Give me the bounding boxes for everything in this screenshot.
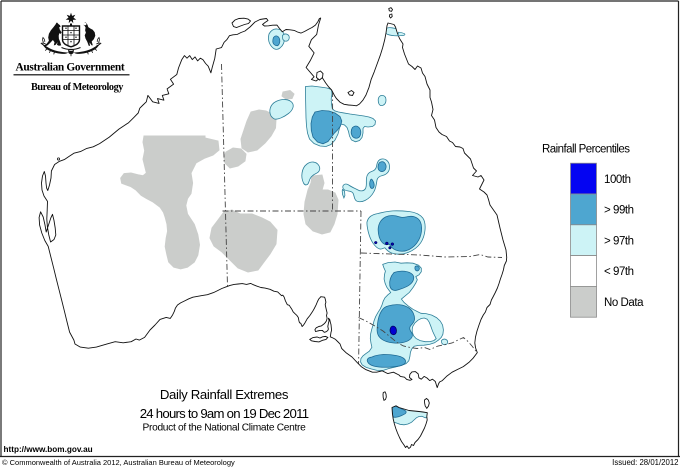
svg-text:Daily Rainfall Extremes: Daily Rainfall Extremes	[160, 387, 289, 402]
svg-text:© Commonwealth of Australia 20: © Commonwealth of Australia 2012, Austra…	[2, 458, 235, 467]
svg-text:100th: 100th	[604, 174, 631, 186]
svg-text:Issued: 28/01/2012: Issued: 28/01/2012	[612, 458, 678, 467]
svg-text:http://www.bom.gov.au: http://www.bom.gov.au	[4, 445, 93, 454]
svg-text:Rainfall Percentiles: Rainfall Percentiles	[542, 144, 630, 156]
svg-text:24 hours to 9am on 19 Dec 2011: 24 hours to 9am on 19 Dec 2011	[140, 406, 309, 421]
svg-text:Bureau of Meteorology: Bureau of Meteorology	[31, 82, 123, 93]
svg-text:> 97th: > 97th	[604, 235, 634, 247]
svg-text:> 99th: > 99th	[604, 205, 634, 217]
svg-text:Product of the National Climat: Product of the National Climate Centre	[142, 423, 306, 434]
svg-text:No Data: No Data	[604, 297, 644, 309]
svg-text:Australian Government: Australian Government	[16, 61, 125, 73]
svg-text:< 97th: < 97th	[604, 266, 634, 278]
